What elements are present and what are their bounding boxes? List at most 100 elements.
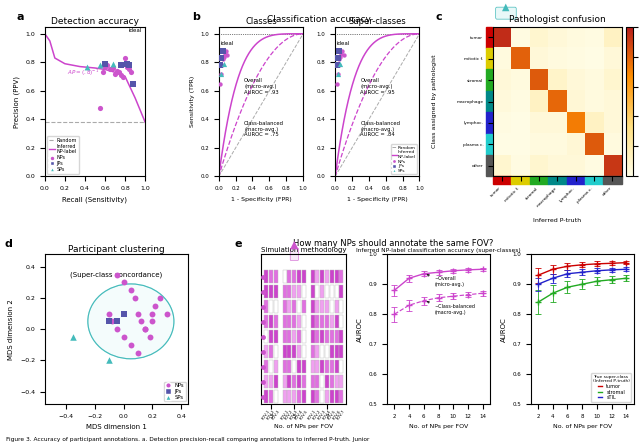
Bar — [283, 315, 287, 328]
Bar — [320, 301, 324, 313]
Point — [222, 52, 232, 59]
Bar — [302, 390, 306, 403]
Bar — [325, 270, 329, 283]
Point — [100, 60, 110, 67]
Bar — [283, 375, 287, 388]
Text: a: a — [17, 12, 24, 22]
Bar — [269, 301, 273, 313]
Text: c: c — [435, 12, 442, 22]
Bar — [287, 375, 291, 388]
Bar — [530, 176, 548, 184]
Point — [102, 62, 112, 69]
Bar — [292, 285, 296, 298]
Bar — [264, 330, 268, 343]
Point — [147, 310, 157, 317]
Legend: Random, Inferred
NP-label, NPs, JPs, SPs: Random, Inferred NP-label, NPs, JPs, SPs — [391, 144, 417, 174]
Text: Class-balanced
(macro-avg.)
AUROC = .75: Class-balanced (macro-avg.) AUROC = .75 — [244, 121, 284, 138]
Bar — [302, 345, 306, 358]
Bar — [297, 330, 301, 343]
Text: FOV-2: FOV-2 — [266, 408, 276, 420]
Bar — [316, 301, 319, 313]
Point — [336, 50, 346, 57]
Text: FOV-3: FOV-3 — [289, 408, 300, 420]
Bar — [339, 390, 344, 403]
Bar — [274, 301, 278, 313]
Point — [111, 318, 122, 325]
Bar — [287, 361, 291, 373]
X-axis label: 1 - Specificity (FPR): 1 - Specificity (FPR) — [347, 197, 408, 202]
Bar — [486, 48, 492, 69]
Bar — [330, 330, 334, 343]
Point — [136, 318, 146, 325]
Bar — [297, 361, 301, 373]
Bar — [320, 390, 324, 403]
Bar — [264, 361, 268, 373]
Point — [118, 279, 129, 286]
Bar — [335, 301, 339, 313]
Bar — [287, 301, 291, 313]
Text: ideal: ideal — [337, 41, 350, 46]
Text: Figure 3. Accuracy of participant annotations. a. Detection precision-recall com: Figure 3. Accuracy of participant annota… — [6, 437, 370, 442]
Bar — [511, 176, 530, 184]
Bar — [335, 270, 339, 283]
Bar — [325, 375, 329, 388]
Point — [82, 63, 92, 70]
Legend: NPs, JPs, SPs: NPs, JPs, SPs — [164, 382, 186, 401]
Bar — [339, 315, 344, 328]
Bar — [330, 270, 334, 283]
Point — [337, 48, 347, 55]
Text: How many NPs should annotate the same FOV?: How many NPs should annotate the same FO… — [293, 239, 493, 248]
Bar — [310, 285, 315, 298]
Bar — [320, 315, 324, 328]
Bar — [325, 345, 329, 358]
Bar — [339, 270, 344, 283]
X-axis label: 1 - Specificity (FPR): 1 - Specificity (FPR) — [230, 197, 291, 202]
Bar — [283, 330, 287, 343]
Bar — [330, 345, 334, 358]
Bar — [283, 345, 287, 358]
Bar — [335, 390, 339, 403]
Bar — [316, 285, 319, 298]
Bar — [486, 27, 492, 48]
Bar — [585, 176, 604, 184]
Text: FOV-2: FOV-2 — [285, 408, 294, 420]
Point — [334, 56, 344, 63]
Bar — [320, 270, 324, 283]
Text: FOV-3: FOV-3 — [271, 408, 281, 420]
Text: FOV-6: FOV-6 — [332, 408, 342, 420]
Point — [110, 70, 120, 77]
Bar — [292, 375, 296, 388]
Bar — [292, 345, 296, 358]
Bar — [264, 390, 268, 403]
Point — [140, 325, 150, 333]
Bar — [264, 285, 268, 298]
Bar — [264, 315, 268, 328]
Bar — [287, 330, 291, 343]
Text: FOV-4: FOV-4 — [294, 408, 304, 420]
Point — [335, 60, 346, 67]
Bar — [310, 361, 315, 373]
Point — [332, 80, 342, 87]
Bar — [274, 285, 278, 298]
Point — [111, 271, 122, 278]
Bar — [486, 91, 492, 112]
Bar — [310, 315, 315, 328]
Text: Class-balanced
(macro-avg.)
AUROC = .84: Class-balanced (macro-avg.) AUROC = .84 — [360, 121, 401, 138]
Bar — [320, 361, 324, 373]
Bar — [274, 390, 278, 403]
Bar — [330, 390, 334, 403]
Bar — [264, 375, 268, 388]
Bar — [330, 375, 334, 388]
X-axis label: No. of NPs per FOV: No. of NPs per FOV — [274, 424, 333, 429]
Text: ▲: ▲ — [502, 2, 509, 12]
Bar — [325, 315, 329, 328]
Point — [217, 62, 227, 69]
Bar — [316, 390, 319, 403]
Text: FOV-4: FOV-4 — [322, 408, 332, 420]
Point — [118, 333, 129, 341]
Text: FOV-7: FOV-7 — [337, 408, 346, 420]
Bar — [292, 330, 296, 343]
Bar — [269, 345, 273, 358]
Text: FOV-2: FOV-2 — [312, 408, 323, 420]
Bar — [316, 270, 319, 283]
